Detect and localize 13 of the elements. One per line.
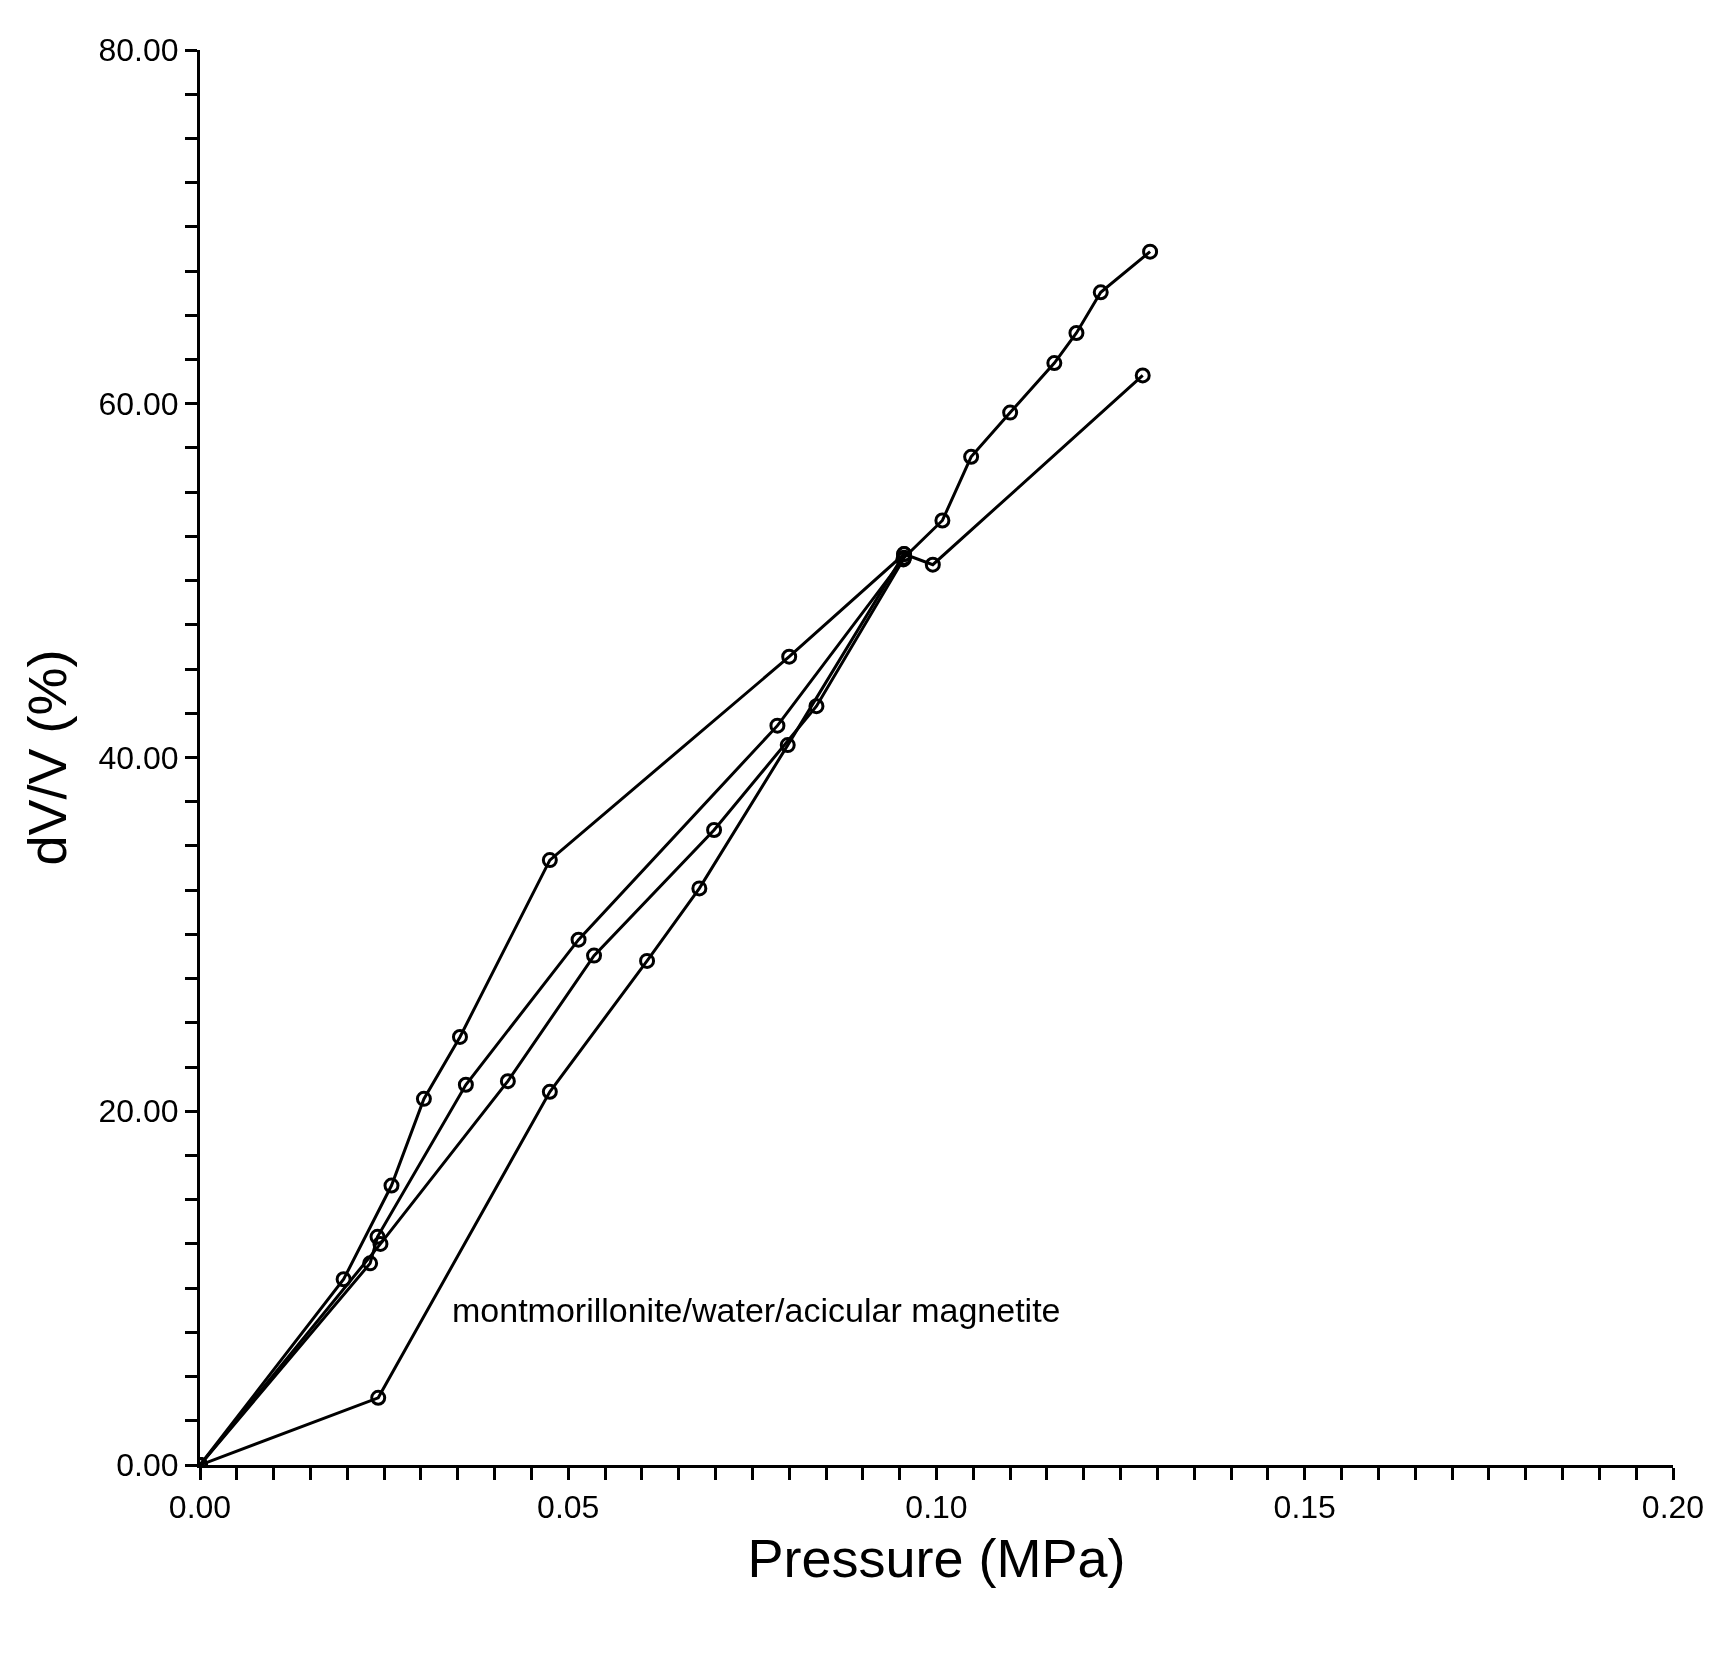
x-tick-label: 0.00	[168, 1489, 232, 1526]
annotation: montmorillonite/water/acicular magnetite	[452, 1291, 1061, 1329]
x-tick-label: 0.05	[537, 1489, 600, 1526]
x-axis-title: Pressure (MPa)	[747, 1527, 1126, 1588]
y-tick-label: 60.00	[98, 385, 179, 422]
y-tick-label: 80.00	[98, 32, 179, 69]
x-tick-label: 0.20	[1641, 1489, 1705, 1526]
y-tick-label: 0.00	[116, 1447, 179, 1484]
y-axis-title: dV/V (%)	[17, 649, 78, 866]
x-tick-label: 0.10	[905, 1489, 968, 1526]
y-tick-label: 20.00	[98, 1093, 179, 1130]
x-tick-label: 0.15	[1273, 1489, 1336, 1526]
y-tick-label: 40.00	[98, 739, 179, 776]
